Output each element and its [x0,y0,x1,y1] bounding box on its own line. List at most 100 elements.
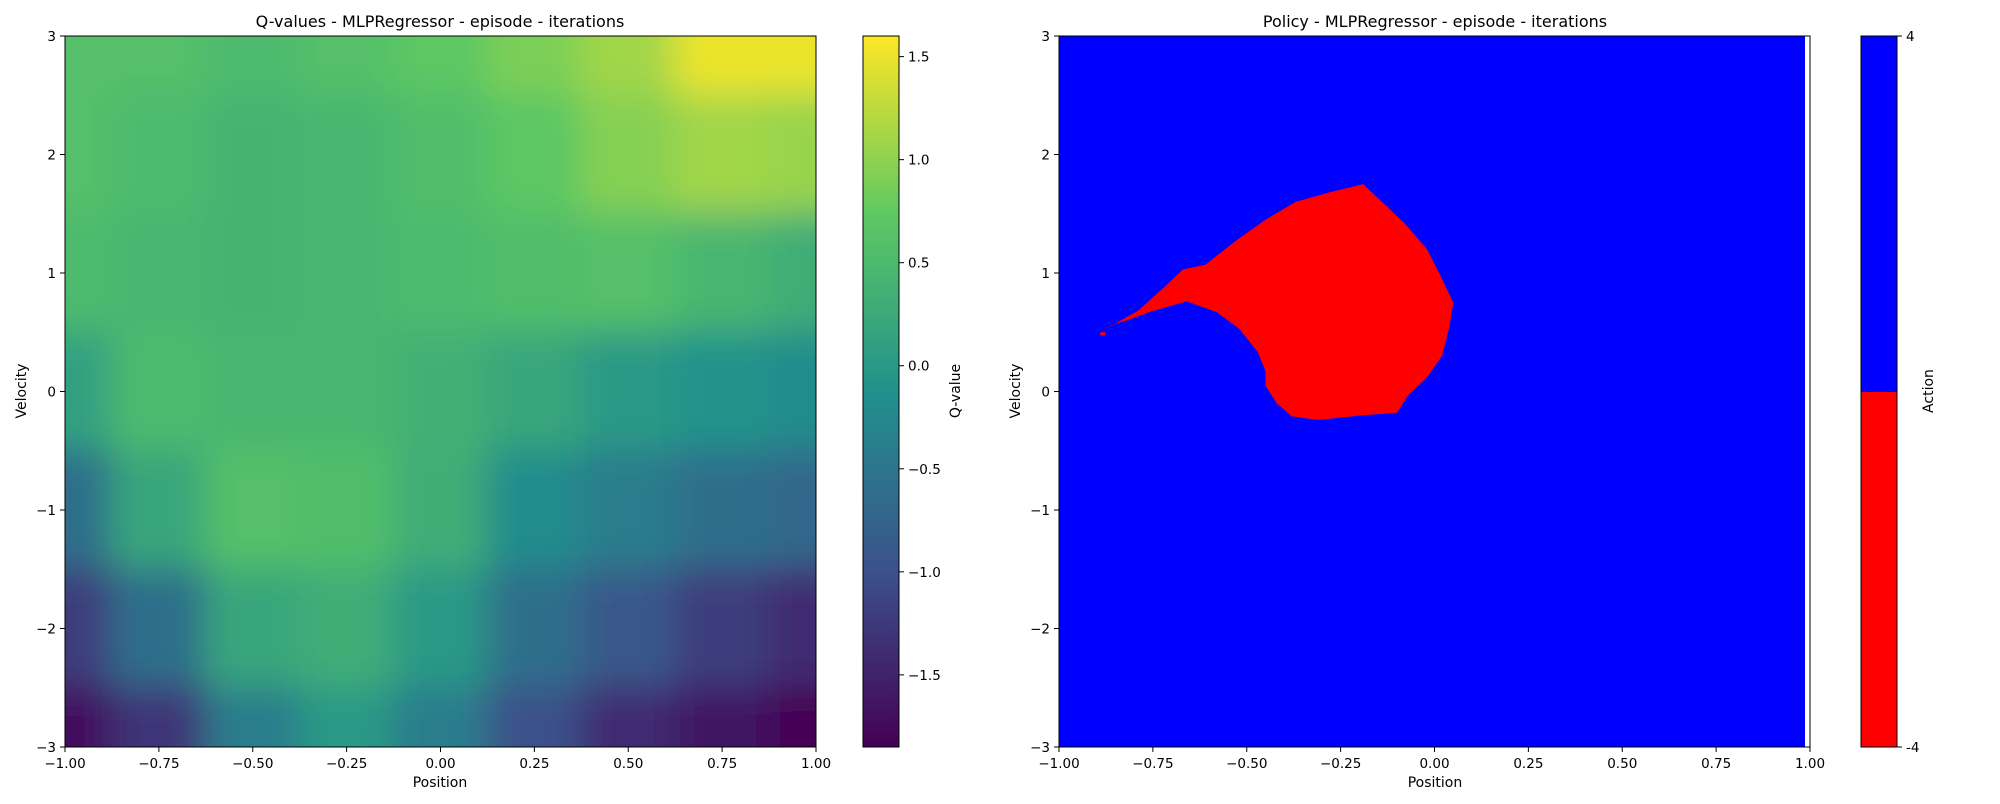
qvalues-x-tick-label: −0.25 [326,756,367,772]
qvalues-heat-cell [486,212,583,334]
qvalues-y-tick-label: −2 [36,622,56,638]
qvalues-heat-cell [110,449,207,571]
qvalues-y-label: Velocity [14,364,30,419]
qvalues-colorbar-tick-label: 1.0 [908,153,929,169]
policy-background-action [1059,36,1805,747]
qvalues-heat-cell [298,36,395,97]
qvalues-x-ticks: −1.00 −0.75 −0.50 −0.25 0.00 0.25 0.50 0.75 1.00 [44,747,831,772]
qvalues-y-tick-label: −1 [36,503,56,519]
policy-y-label: Velocity [1008,364,1024,419]
qvalues-heat-cell [204,94,301,215]
policy-y-tick-label: −1 [1030,503,1050,519]
qvalues-heat-cell [486,568,583,689]
qvalues-heat-cell [65,331,113,452]
policy-y-ticks: −3 −2 −1 0 1 2 3 [1030,29,1059,756]
policy-y-tick-label: 0 [1041,385,1050,401]
qvalues-x-tick-label: −0.50 [232,756,273,772]
qvalues-heat-cell [486,449,583,571]
qvalues-colorbar [862,35,900,748]
qvalues-heat-cell [486,686,583,747]
policy-heatmap [1059,36,1805,747]
qvalues-heat-cell [486,94,583,215]
qvalues-heat-cell [580,686,677,747]
qvalues-heat-cell [580,212,677,334]
qvalues-heat-cell [768,449,816,571]
qvalues-heat-cell [580,449,677,571]
qvalues-x-tick-label: 0.00 [425,756,455,772]
policy-colorbar-upper [1861,36,1897,392]
policy-colorbar-label: Action [1921,369,1937,413]
qvalues-heat-cell [486,331,583,452]
qvalues-x-tick-label: 0.25 [519,756,549,772]
policy-region-fragment [1100,332,1106,336]
qvalues-heat-cell [204,212,301,334]
qvalues-heat-cell [674,36,771,97]
qvalues-heat-cell [392,94,489,215]
qvalues-heat-cell [204,331,301,452]
qvalues-heat-cell [392,212,489,334]
qvalues-heat-cell [674,449,771,571]
policy-x-label: Position [1408,775,1463,791]
qvalues-heat-cell [768,568,816,689]
policy-colorbar-tick-label: 4 [1906,29,1915,45]
qvalues-x-tick-label: −0.75 [138,756,179,772]
policy-x-tick-label: 0.75 [1701,756,1731,772]
qvalues-colorbar-tick-label: 1.5 [908,50,929,66]
qvalues-y-tick-label: −3 [36,740,56,756]
qvalues-y-ticks: −3 −2 −1 0 1 2 3 [36,29,65,756]
qvalues-colorbar-tick-label: −1.5 [908,668,941,684]
qvalues-heat-cell [674,568,771,689]
qvalues-heat-cell [65,686,113,747]
qvalues-heat-cell [110,36,207,97]
qvalues-x-tick-label: 0.50 [613,756,643,772]
policy-colorbar-tick-label: -4 [1906,740,1919,756]
policy-x-tick-label: 0.25 [1513,756,1543,772]
qvalues-x-label: Position [413,775,468,791]
policy-title: Policy - MLPRegressor - episode - iterat… [1263,12,1607,31]
qvalues-heat-cell [298,331,395,452]
qvalues-heat-cell [768,36,816,97]
qvalues-heat-cell [204,36,301,97]
qvalues-heat-cell [298,212,395,334]
qvalues-heat-cell [392,568,489,689]
qvalues-panel: Q-values - MLPRegressor - episode - iter… [14,12,964,791]
qvalues-heat-cell [110,94,207,215]
policy-y-tick-label: 1 [1041,266,1050,282]
qvalues-y-tick-label: 1 [47,266,56,282]
policy-x-tick-label: −1.00 [1038,756,1079,772]
qvalues-heat-cell [580,94,677,215]
policy-x-tick-label: 0.00 [1419,756,1449,772]
qvalues-y-tick-label: 0 [47,385,56,401]
qvalues-heat-cell [298,449,395,571]
qvalues-y-tick-label: 2 [47,148,56,164]
qvalues-colorbar-label: Q-value [948,364,964,418]
policy-y-tick-label: 3 [1041,29,1050,45]
policy-colorbar-frame [1860,35,1898,748]
qvalues-y-tick-label: 3 [47,29,56,45]
qvalues-heat-cell [65,449,113,571]
qvalues-heat-cell [674,212,771,334]
qvalues-heat-cell [768,686,816,747]
policy-x-tick-label: 0.50 [1607,756,1637,772]
policy-y-tick-label: −3 [1030,740,1050,756]
policy-y-tick-label: −2 [1030,622,1050,638]
qvalues-heat-cell [392,331,489,452]
qvalues-heat-cell [65,94,113,215]
qvalues-colorbar-tick-label: −1.0 [908,565,941,581]
qvalues-heat-cell [674,331,771,452]
qvalues-heat-cell [392,36,489,97]
qvalues-heat-cell [110,568,207,689]
qvalues-colorbar-ticks: −1.5 −1.0 −0.5 0.0 0.5 1.0 1.5 [899,50,941,684]
qvalues-heat-cell [580,568,677,689]
qvalues-heat-cell [674,94,771,215]
policy-colorbar-lower [1861,392,1897,747]
policy-x-tick-label: 1.00 [1795,756,1825,772]
qvalues-title: Q-values - MLPRegressor - episode - iter… [256,12,625,31]
policy-y-tick-label: 2 [1041,148,1050,164]
qvalues-heat-cells [65,36,816,747]
qvalues-heat-cell [580,36,677,97]
qvalues-heat-cell [204,449,301,571]
qvalues-heat-cell [65,568,113,689]
qvalues-heat-cell [580,331,677,452]
